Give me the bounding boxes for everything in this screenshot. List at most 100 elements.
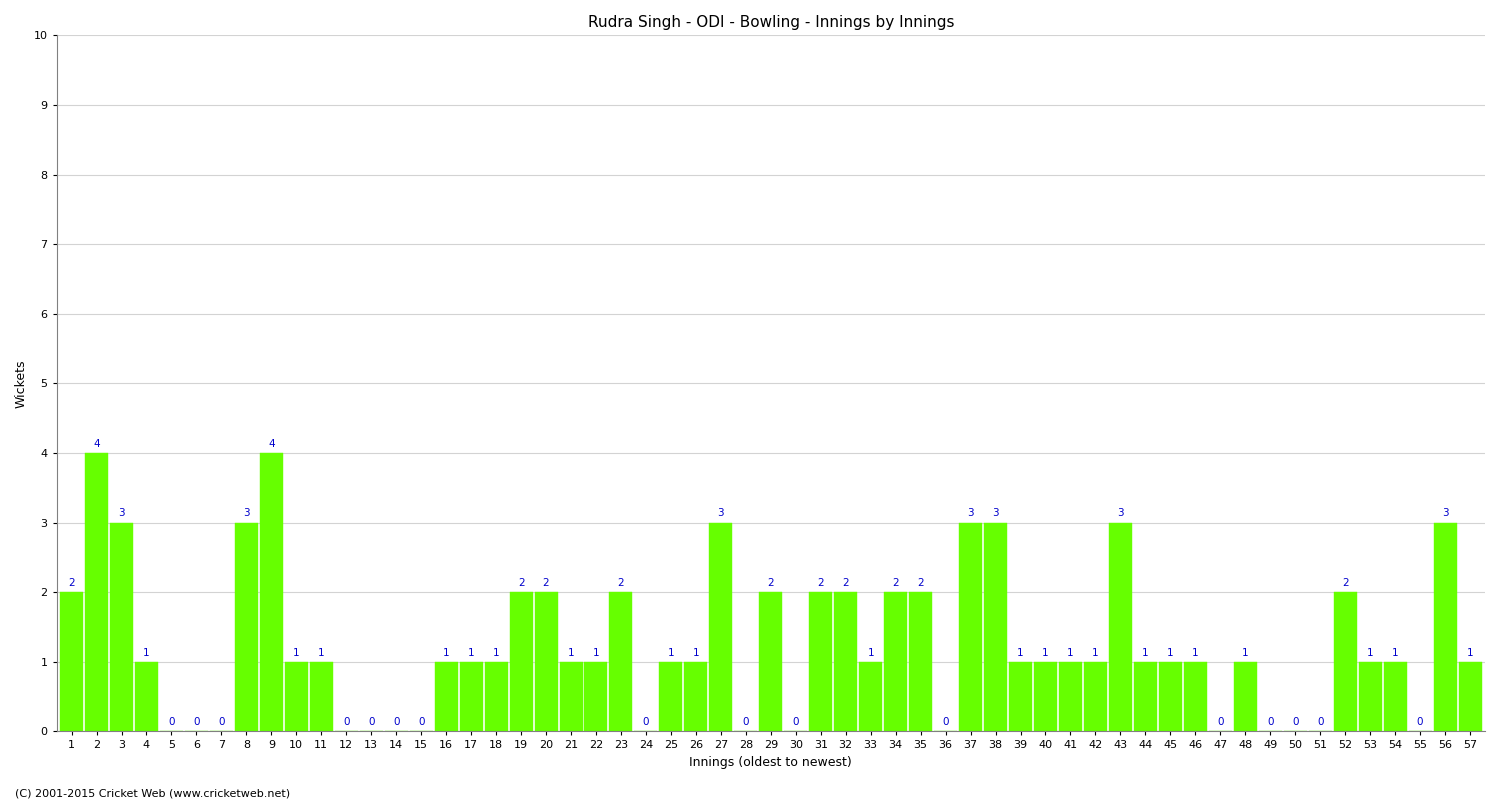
Text: 4: 4 xyxy=(93,439,100,449)
Text: 4: 4 xyxy=(268,439,274,449)
Text: 0: 0 xyxy=(942,718,950,727)
Bar xyxy=(1184,662,1208,731)
Text: 3: 3 xyxy=(1118,509,1124,518)
Text: 1: 1 xyxy=(318,648,324,658)
Y-axis label: Wickets: Wickets xyxy=(15,359,28,408)
Bar xyxy=(60,592,82,731)
Bar xyxy=(135,662,158,731)
Bar xyxy=(884,592,908,731)
Text: 2: 2 xyxy=(1342,578,1348,588)
Text: 1: 1 xyxy=(668,648,674,658)
Text: 1: 1 xyxy=(292,648,300,658)
Bar xyxy=(759,592,783,731)
Text: 1: 1 xyxy=(1066,648,1074,658)
Text: 0: 0 xyxy=(393,718,399,727)
Bar xyxy=(808,592,832,731)
Bar xyxy=(459,662,483,731)
Text: 1: 1 xyxy=(592,648,600,658)
Text: 2: 2 xyxy=(818,578,824,588)
Bar xyxy=(86,453,108,731)
Bar xyxy=(684,662,708,731)
Text: 0: 0 xyxy=(194,718,200,727)
Text: 0: 0 xyxy=(168,718,174,727)
Text: 1: 1 xyxy=(693,648,699,658)
Bar xyxy=(110,522,134,731)
Text: 3: 3 xyxy=(243,509,249,518)
Text: 1: 1 xyxy=(1242,648,1248,658)
Bar xyxy=(660,662,682,731)
Text: 0: 0 xyxy=(642,718,650,727)
Text: 0: 0 xyxy=(1317,718,1323,727)
Text: 1: 1 xyxy=(867,648,874,658)
Bar xyxy=(1458,662,1482,731)
Bar xyxy=(1059,662,1082,731)
Text: 2: 2 xyxy=(69,578,75,588)
Text: (C) 2001-2015 Cricket Web (www.cricketweb.net): (C) 2001-2015 Cricket Web (www.cricketwe… xyxy=(15,788,290,798)
Bar xyxy=(585,662,608,731)
Text: 1: 1 xyxy=(494,648,500,658)
Text: 0: 0 xyxy=(1292,718,1299,727)
Bar xyxy=(510,592,532,731)
Bar xyxy=(1359,662,1382,731)
Bar xyxy=(1034,662,1058,731)
Text: 1: 1 xyxy=(567,648,574,658)
Text: 3: 3 xyxy=(968,509,974,518)
Text: 2: 2 xyxy=(768,578,774,588)
Bar xyxy=(285,662,308,731)
Text: 2: 2 xyxy=(918,578,924,588)
Bar xyxy=(484,662,507,731)
Text: 3: 3 xyxy=(992,509,999,518)
Text: 1: 1 xyxy=(1366,648,1374,658)
Text: 1: 1 xyxy=(1467,648,1473,658)
Text: 1: 1 xyxy=(1142,648,1149,658)
Text: 1: 1 xyxy=(1042,648,1048,658)
Text: 1: 1 xyxy=(1092,648,1098,658)
Bar xyxy=(984,522,1006,731)
Bar xyxy=(834,592,856,731)
Bar xyxy=(435,662,457,731)
Text: 3: 3 xyxy=(717,509,724,518)
Bar xyxy=(236,522,258,731)
Text: 1: 1 xyxy=(442,648,450,658)
Bar xyxy=(1383,662,1407,731)
Bar xyxy=(958,522,982,731)
Bar xyxy=(1134,662,1156,731)
Text: 1: 1 xyxy=(468,648,474,658)
Text: 3: 3 xyxy=(1442,509,1449,518)
Bar xyxy=(859,662,882,731)
Bar xyxy=(1334,592,1356,731)
Text: 1: 1 xyxy=(142,648,150,658)
Text: 2: 2 xyxy=(518,578,525,588)
Text: 2: 2 xyxy=(543,578,549,588)
Text: 2: 2 xyxy=(618,578,624,588)
Text: 0: 0 xyxy=(1418,718,1424,727)
Title: Rudra Singh - ODI - Bowling - Innings by Innings: Rudra Singh - ODI - Bowling - Innings by… xyxy=(588,15,954,30)
Text: 1: 1 xyxy=(1192,648,1198,658)
Text: 0: 0 xyxy=(792,718,800,727)
Text: 2: 2 xyxy=(843,578,849,588)
Bar xyxy=(260,453,284,731)
Text: 0: 0 xyxy=(217,718,225,727)
Bar xyxy=(1160,662,1182,731)
Bar xyxy=(534,592,558,731)
Text: 2: 2 xyxy=(892,578,898,588)
Bar xyxy=(710,522,732,731)
X-axis label: Innings (oldest to newest): Innings (oldest to newest) xyxy=(690,756,852,769)
Text: 0: 0 xyxy=(368,718,375,727)
Text: 0: 0 xyxy=(742,718,748,727)
Bar xyxy=(609,592,633,731)
Text: 0: 0 xyxy=(419,718,424,727)
Text: 0: 0 xyxy=(1268,718,1274,727)
Bar xyxy=(1010,662,1032,731)
Text: 3: 3 xyxy=(118,509,124,518)
Bar xyxy=(560,662,582,731)
Bar xyxy=(1434,522,1456,731)
Bar xyxy=(1234,662,1257,731)
Bar xyxy=(310,662,333,731)
Text: 1: 1 xyxy=(1017,648,1025,658)
Bar xyxy=(1108,522,1132,731)
Bar xyxy=(909,592,932,731)
Text: 0: 0 xyxy=(1216,718,1224,727)
Bar xyxy=(1084,662,1107,731)
Text: 1: 1 xyxy=(1167,648,1173,658)
